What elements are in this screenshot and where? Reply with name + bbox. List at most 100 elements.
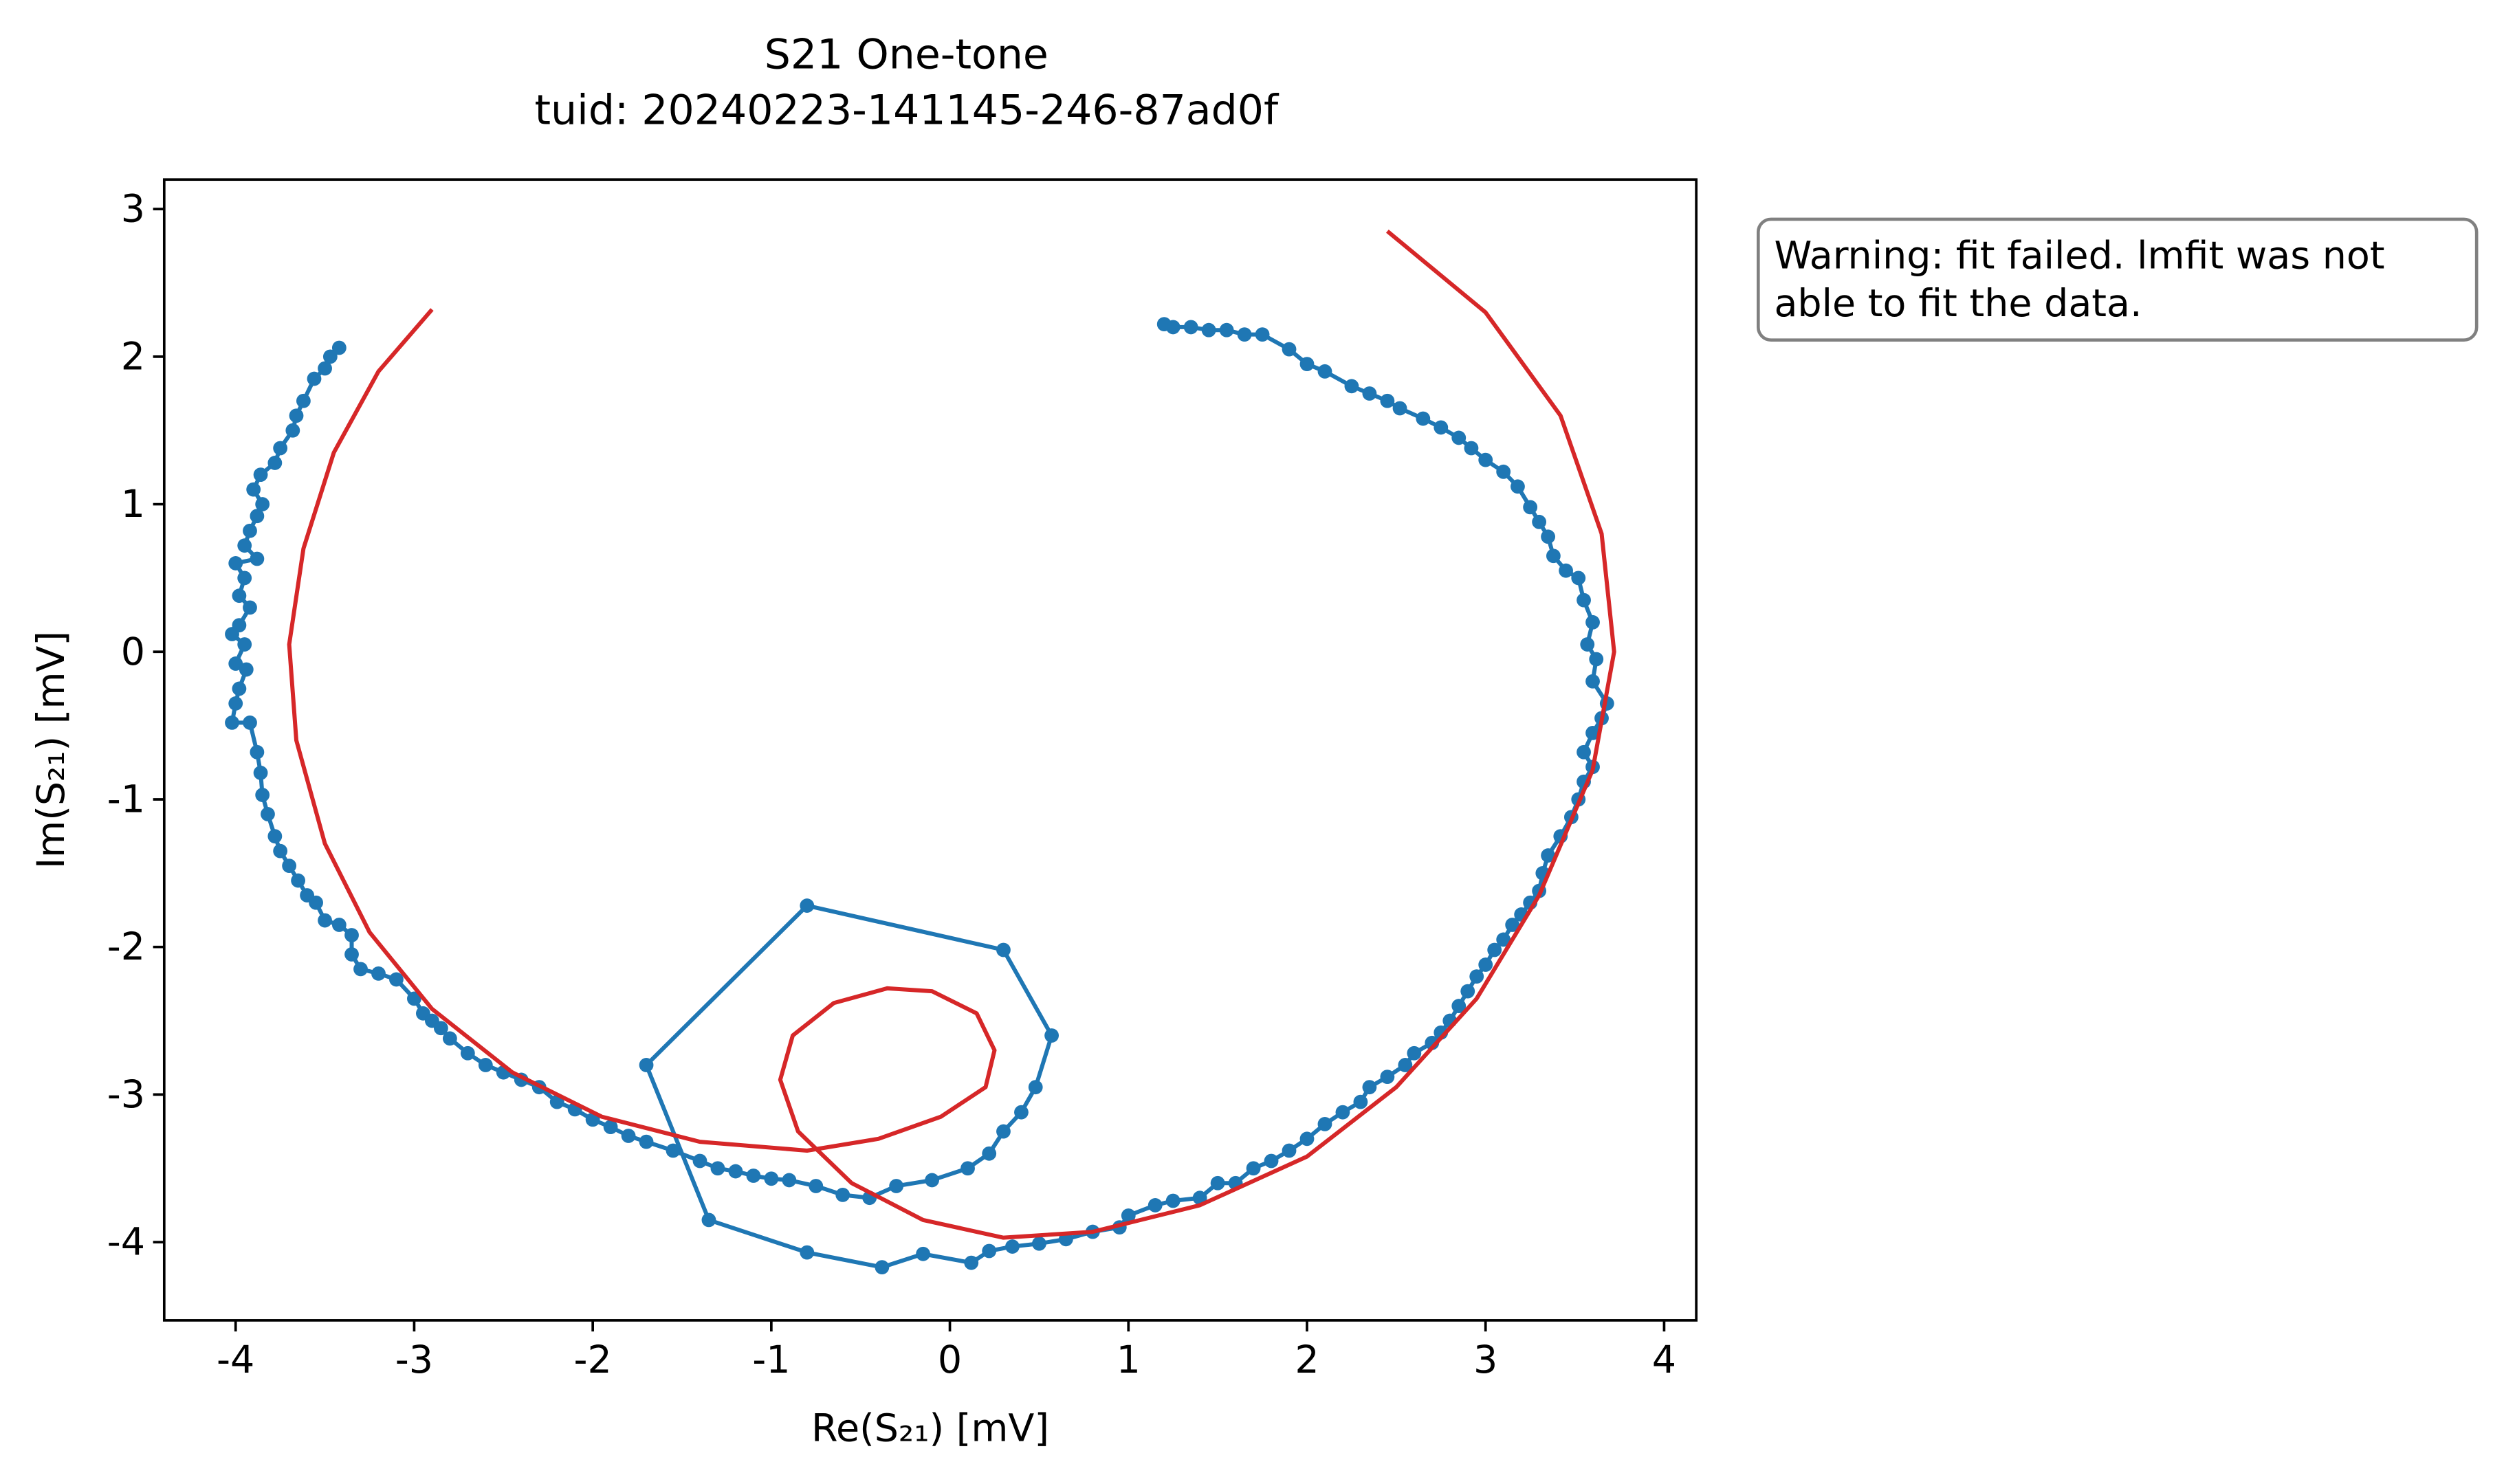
data-point: [239, 662, 254, 677]
data-point: [246, 482, 261, 497]
data-point: [1201, 322, 1216, 337]
data-point: [800, 898, 815, 913]
data-point: [1511, 479, 1525, 494]
data-point: [273, 843, 288, 859]
data-point: [273, 441, 288, 456]
data-point: [296, 393, 311, 408]
data-point: [1299, 1131, 1315, 1147]
y-tick-label: 0: [121, 630, 145, 674]
x-tick-label: 2: [1295, 1338, 1319, 1382]
x-tick-label: -2: [573, 1338, 611, 1382]
data-point: [255, 788, 270, 802]
data-point: [331, 918, 347, 932]
data-point: [1496, 464, 1511, 479]
data-point: [442, 1031, 457, 1046]
y-tick-label: -4: [107, 1221, 145, 1265]
data-point: [710, 1161, 725, 1176]
data-point: [1344, 379, 1359, 394]
chart-title: S21 One-tone: [765, 30, 1048, 78]
data-point: [925, 1173, 939, 1188]
data-point: [1451, 430, 1467, 445]
data-point: [331, 340, 347, 355]
data-point: [1255, 327, 1270, 342]
data-point: [1505, 918, 1520, 932]
plot-frame: [162, 178, 1698, 1322]
data-point: [1589, 652, 1604, 667]
annotation-box: [1757, 217, 2479, 342]
data-point: [889, 1179, 904, 1193]
x-tick-label: -3: [395, 1338, 433, 1382]
data-point: [291, 873, 306, 888]
data-point: [344, 928, 359, 942]
data-point: [1571, 571, 1586, 586]
data-point: [1464, 441, 1479, 456]
data-point: [353, 962, 368, 977]
data-point: [639, 1058, 654, 1072]
data-point: [1585, 614, 1600, 630]
annotation-line: able to fit the data.: [1774, 282, 2142, 326]
data-point: [1044, 1028, 1059, 1043]
data-point: [666, 1143, 681, 1158]
data-point: [1219, 322, 1234, 337]
data-point: [1398, 1058, 1413, 1072]
data-point: [1434, 420, 1449, 435]
data-point: [1210, 1175, 1225, 1190]
data-point: [250, 509, 265, 524]
data-point: [1559, 563, 1573, 578]
data-point: [237, 538, 252, 553]
data-point: [228, 696, 243, 711]
data-point: [318, 913, 332, 928]
data-point: [1282, 1143, 1297, 1158]
data-point: [1546, 549, 1561, 564]
data-point: [875, 1260, 890, 1275]
data-point: [1362, 386, 1377, 401]
data-point: [407, 991, 421, 1006]
data-point: [1478, 957, 1493, 972]
data-point: [250, 744, 265, 760]
data-point: [1005, 1239, 1020, 1254]
data-point: [1523, 500, 1538, 515]
data-point: [1317, 1116, 1332, 1131]
data-point: [1156, 317, 1172, 332]
data-point: [1416, 411, 1431, 426]
y-tick-label: -1: [107, 777, 145, 821]
data-point: [982, 1146, 997, 1161]
data-point: [764, 1171, 779, 1186]
data-point: [1282, 342, 1297, 357]
data-point: [1532, 514, 1547, 529]
x-tick-label: 1: [1117, 1338, 1141, 1382]
data-point: [1577, 593, 1591, 608]
plot-area: [225, 230, 1616, 1275]
x-tick-label: 4: [1652, 1338, 1676, 1382]
data-point: [728, 1164, 743, 1179]
data-point: [809, 1179, 824, 1193]
data-point: [1237, 327, 1252, 342]
data-point: [261, 807, 275, 821]
data-point: [255, 497, 270, 511]
data-point: [243, 715, 257, 730]
data-point: [237, 571, 252, 586]
x-tick-label: -1: [752, 1338, 790, 1382]
data-point: [1028, 1080, 1043, 1095]
data-point: [243, 523, 257, 538]
data-point: [1299, 357, 1315, 371]
data-point: [237, 637, 252, 652]
chart-subtitle: tuid: 20240223-141145-246-87ad0f: [534, 86, 1280, 134]
x-axis-label: Re(S₂₁) [mV]: [811, 1407, 1049, 1451]
data-point: [603, 1120, 618, 1135]
data-point: [1478, 452, 1493, 467]
data-point: [996, 942, 1011, 957]
data-point: [1380, 393, 1395, 408]
data-point: [232, 588, 247, 603]
data-point: [1487, 942, 1502, 957]
data-point: [1469, 969, 1484, 984]
data-point: [1147, 1198, 1163, 1212]
data-point: [1541, 529, 1556, 544]
data-point: [996, 1124, 1011, 1139]
data-point: [916, 1246, 931, 1261]
data-point: [228, 656, 243, 671]
data-point: [1541, 848, 1556, 863]
data-point: [1362, 1080, 1377, 1095]
data-point: [307, 371, 322, 386]
